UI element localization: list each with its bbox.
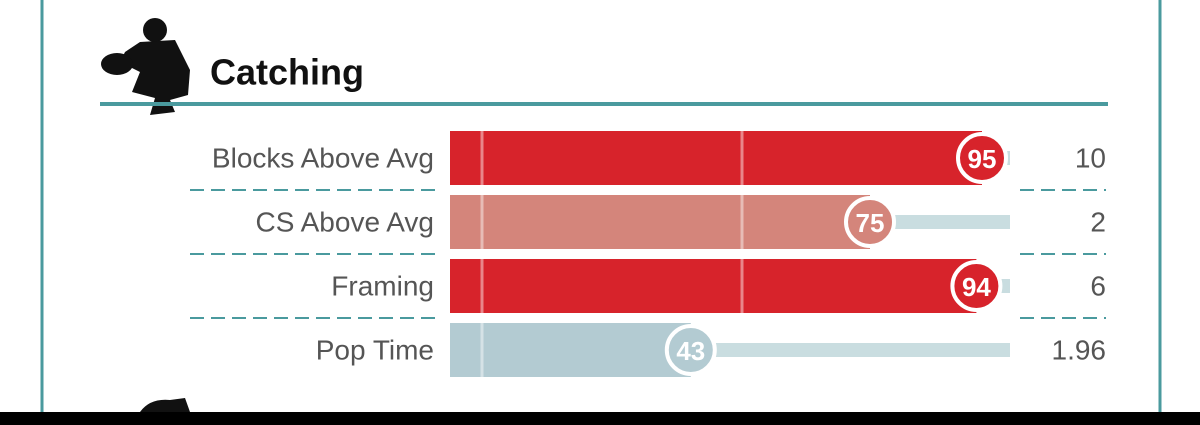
row-value: 2 (1090, 207, 1106, 238)
percentile-badge (844, 196, 896, 248)
percentile-badge (950, 260, 1003, 312)
row-label: CS Above Avg (256, 207, 435, 238)
row-label: Framing (331, 271, 434, 302)
percentile-text: 94 (962, 272, 991, 302)
catcher-icon (101, 18, 190, 115)
percentile-bar (450, 195, 870, 249)
row-value: 1.96 (1052, 335, 1107, 366)
percentile-badge (664, 324, 717, 376)
rows: Blocks Above Avg 10 95 CS Above Avg 2 75 Frami… (190, 131, 1106, 377)
percentile-bar (450, 259, 977, 313)
percentile-text: 95 (968, 144, 997, 174)
percentile-text: 75 (856, 208, 885, 238)
percentile-bar (450, 131, 982, 185)
row-value: 10 (1075, 143, 1106, 174)
row-value: 6 (1090, 271, 1106, 302)
row-label: Blocks Above Avg (212, 143, 434, 174)
section-title: Catching (210, 52, 364, 93)
next-icon (140, 398, 190, 412)
row-label: Pop Time (316, 335, 434, 366)
percentile-badge (956, 132, 1008, 184)
percentile-text: 43 (676, 336, 705, 366)
percentile-bar (450, 323, 691, 377)
bottom-bar (0, 412, 1200, 425)
